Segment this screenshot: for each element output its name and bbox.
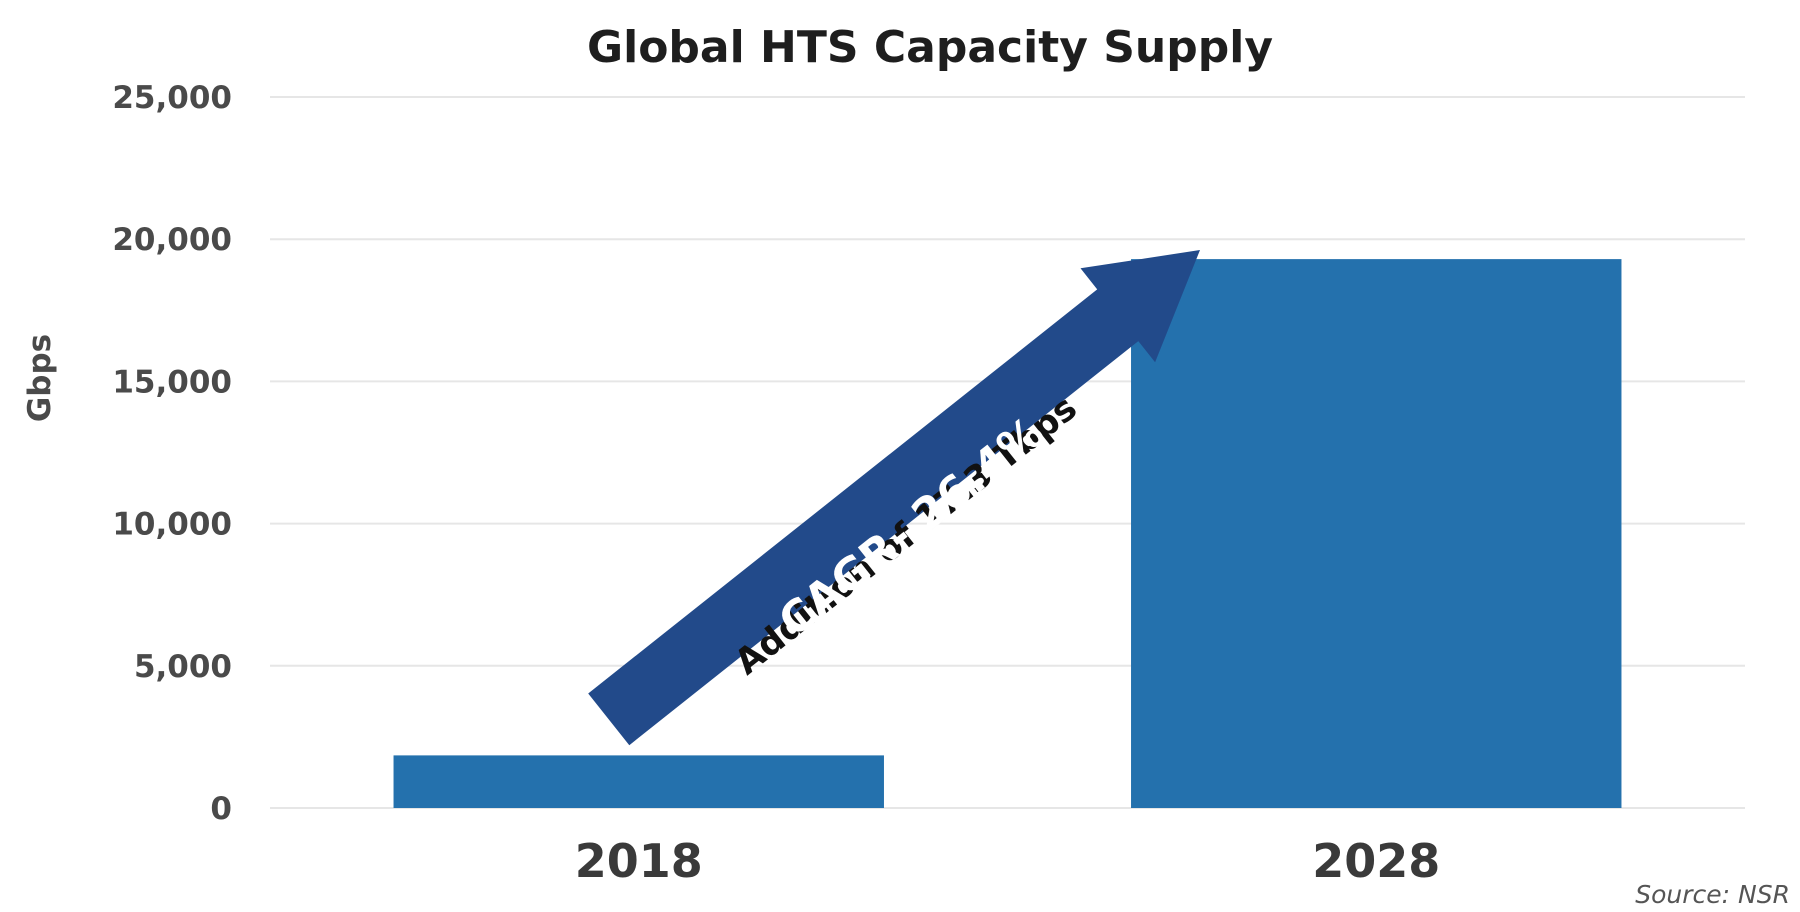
chart-title: Global HTS Capacity Supply bbox=[587, 22, 1273, 73]
y-tick-label: 25,000 bbox=[112, 80, 232, 116]
y-tick-label: 0 bbox=[210, 791, 232, 827]
y-tick-label: 5,000 bbox=[134, 649, 232, 685]
x-tick-label: 2018 bbox=[575, 834, 703, 888]
arrow-shape bbox=[588, 250, 1200, 746]
bar-2028 bbox=[1131, 259, 1622, 808]
bars bbox=[393, 259, 1622, 808]
y-axis-ticks: 0 5,000 10,000 15,000 20,000 25,000 bbox=[112, 80, 232, 827]
x-axis-ticks: 2018 2028 bbox=[575, 834, 1441, 888]
y-axis-label: Gbps bbox=[22, 334, 58, 422]
cagr-arrow: Addition of 17.3 Tbps CAGR- 26.4% bbox=[588, 250, 1200, 746]
y-tick-label: 15,000 bbox=[112, 364, 232, 400]
y-tick-label: 10,000 bbox=[112, 507, 232, 543]
x-tick-label: 2028 bbox=[1312, 834, 1440, 888]
bar-2018 bbox=[393, 755, 884, 808]
y-tick-label: 20,000 bbox=[112, 222, 232, 258]
source-note: Source: NSR bbox=[1635, 880, 1790, 909]
